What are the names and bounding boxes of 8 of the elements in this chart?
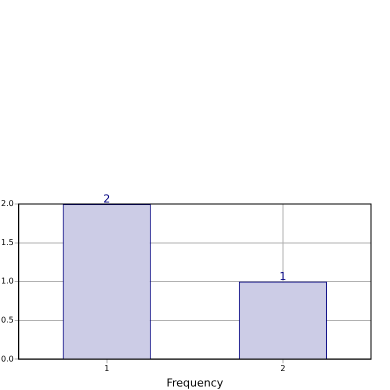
y-tick-label: 0.5: [0, 315, 14, 324]
y-tick-label: 1.5: [0, 238, 14, 247]
y-tick-label: 1.0: [0, 276, 14, 286]
y-tick-label: 0.0: [0, 354, 14, 364]
data-label: 2: [103, 192, 110, 206]
x-axis-title: Frequency: [166, 376, 224, 390]
data-label: 1: [279, 270, 286, 283]
y-tick-label: 2.0: [0, 199, 14, 208]
